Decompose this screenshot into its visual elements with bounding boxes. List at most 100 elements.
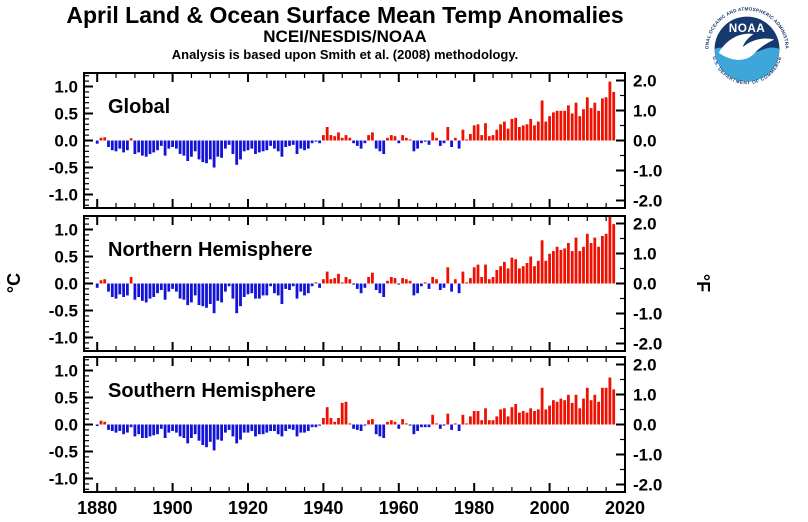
anomaly-bar [408, 280, 412, 284]
anomaly-bar [303, 140, 306, 151]
anomaly-bar [235, 283, 239, 314]
x-axis-label: 1900 [153, 498, 193, 518]
anomaly-bar [612, 389, 616, 425]
anomaly-bar [193, 424, 197, 435]
anomaly-bar [99, 420, 103, 425]
anomaly-bar [269, 424, 272, 431]
anomaly-bar [310, 140, 314, 144]
anomaly-bar [574, 102, 578, 141]
anomaly-bar [303, 283, 306, 296]
anomaly-bar [529, 408, 533, 425]
anomaly-bar [423, 424, 427, 428]
anomaly-bar [163, 140, 167, 156]
anomaly-bar [273, 283, 276, 294]
anomaly-bar [284, 140, 288, 147]
y-axis-label-c: -1.0 [49, 329, 78, 348]
anomaly-bar [404, 423, 408, 425]
y-axis-label-c: -0.5 [49, 443, 78, 462]
anomaly-bar [284, 424, 288, 431]
anomaly-bar [518, 412, 521, 425]
anomaly-bar [484, 408, 487, 425]
anomaly-bar [453, 423, 457, 425]
anomaly-bar [246, 424, 250, 433]
anomaly-bar [446, 413, 450, 425]
anomaly-bar [487, 136, 491, 141]
anomaly-bar [325, 271, 329, 284]
anomaly-bar [536, 260, 540, 284]
anomaly-bar [472, 411, 476, 425]
anomaly-bar [265, 140, 269, 151]
anomaly-bar [325, 127, 329, 141]
anomaly-bar [487, 279, 491, 284]
anomaly-bar [224, 283, 227, 292]
anomaly-bar [552, 400, 555, 425]
anomaly-bar [555, 110, 559, 141]
anomaly-bar [137, 140, 141, 153]
anomaly-bar [340, 137, 344, 141]
anomaly-bar [355, 140, 359, 146]
anomaly-bar [99, 280, 103, 284]
anomaly-bar [103, 421, 107, 425]
figure-header: April Land & Ocean Surface Mean Temp Ano… [0, 2, 690, 63]
anomaly-bar [555, 246, 559, 284]
anomaly-bar [329, 279, 333, 284]
anomaly-bar [382, 140, 386, 154]
anomaly-bar [589, 400, 593, 425]
anomaly-bar [175, 283, 178, 292]
anomaly-bar [431, 277, 435, 284]
anomaly-bar [318, 140, 321, 144]
anomaly-bar [178, 283, 182, 299]
anomaly-bar [107, 424, 110, 430]
anomaly-bar [367, 135, 370, 141]
anomaly-bar [340, 402, 344, 425]
anomaly-bar [257, 424, 261, 435]
anomaly-bar [107, 283, 110, 292]
anomaly-bar [288, 140, 291, 146]
anomaly-bar [386, 280, 389, 284]
anomaly-bar [389, 135, 393, 141]
y-axis-label-f: -1.0 [633, 162, 662, 181]
anomaly-bar [484, 264, 487, 284]
anomaly-bar [337, 273, 340, 284]
anomaly-bar [521, 125, 525, 141]
anomaly-bar [374, 283, 378, 290]
anomaly-bar [257, 283, 261, 299]
anomaly-bar [212, 283, 216, 314]
anomaly-bar [235, 424, 239, 444]
anomaly-bar [163, 283, 167, 300]
anomaly-bar [480, 420, 484, 425]
anomaly-bar [137, 424, 141, 435]
anomaly-bar [103, 137, 107, 141]
anomaly-bar [250, 283, 254, 294]
anomaly-bar [340, 282, 344, 284]
anomaly-bar [239, 424, 242, 440]
anomaly-bar [129, 138, 133, 141]
anomaly-bar [404, 137, 408, 141]
y-axis-label-f: 1.0 [633, 386, 657, 405]
y-axis-label-f: -2.0 [633, 192, 662, 211]
y-axis-label-f: 2.0 [633, 72, 657, 91]
anomaly-bar [506, 128, 510, 141]
anomaly-bar [378, 283, 382, 294]
anomaly-bar [487, 420, 491, 425]
y-axis-label-f: 2.0 [633, 356, 657, 375]
x-axis-label: 2020 [605, 498, 645, 518]
anomaly-bar [416, 140, 419, 149]
anomaly-bar [291, 424, 295, 430]
anomaly-bar [533, 411, 536, 425]
anomaly-bar [548, 116, 551, 141]
y-axis-label-f: -1.0 [633, 305, 662, 324]
panel-title: Global [108, 96, 170, 118]
anomaly-bar [205, 424, 208, 448]
anomaly-bar [348, 423, 352, 425]
anomaly-bar [559, 250, 563, 284]
anomaly-bar [295, 140, 299, 154]
anomaly-bar [597, 110, 600, 141]
anomaly-bar [261, 283, 265, 296]
anomaly-bar [367, 420, 370, 425]
noaa-logo: NOAA NATIONAL OCEANIC AND ATMOSPHERIC AD… [700, 2, 794, 96]
anomaly-bar [525, 124, 529, 141]
anomaly-bar [401, 135, 404, 141]
anomaly-bar [480, 277, 484, 284]
anomaly-bar [193, 283, 197, 296]
